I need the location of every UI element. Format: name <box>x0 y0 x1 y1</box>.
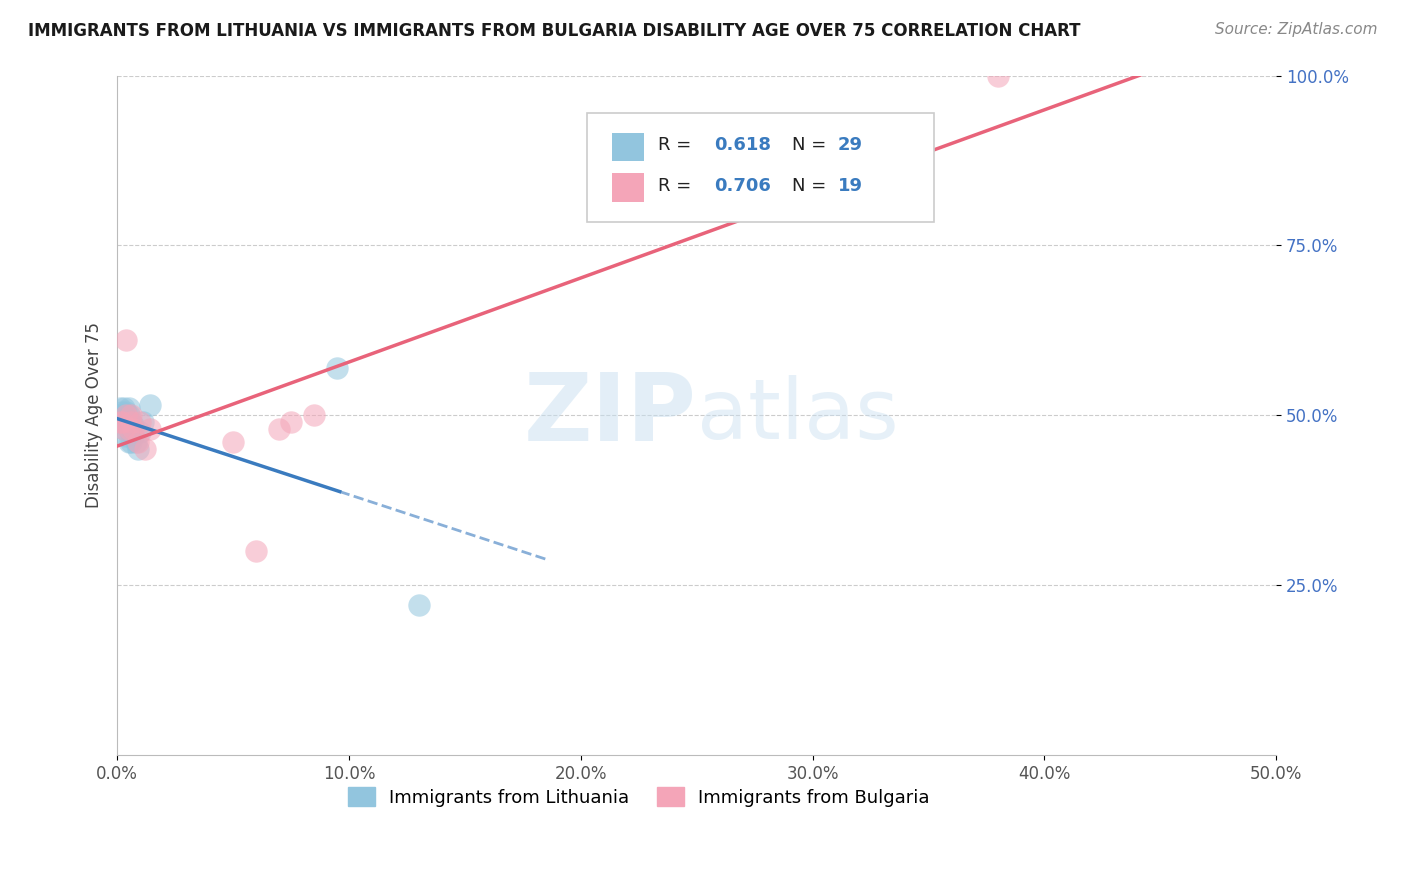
Point <box>120 408 142 422</box>
FancyBboxPatch shape <box>612 173 644 202</box>
Point <box>120 425 142 440</box>
Point <box>120 415 142 429</box>
Point <box>112 401 135 416</box>
Text: N =: N = <box>792 136 832 154</box>
FancyBboxPatch shape <box>586 113 934 221</box>
Text: N =: N = <box>792 178 832 195</box>
Point <box>222 435 245 450</box>
Point <box>118 408 141 422</box>
Text: 0.618: 0.618 <box>714 136 770 154</box>
Point <box>122 422 145 436</box>
Point <box>108 415 131 429</box>
Point <box>120 435 142 450</box>
Point <box>127 442 149 457</box>
Point <box>118 415 141 429</box>
Text: R =: R = <box>658 136 697 154</box>
Text: 29: 29 <box>838 136 863 154</box>
Point <box>118 435 141 450</box>
Text: Source: ZipAtlas.com: Source: ZipAtlas.com <box>1215 22 1378 37</box>
Text: 0.706: 0.706 <box>714 178 770 195</box>
Point <box>112 422 135 436</box>
Text: IMMIGRANTS FROM LITHUANIA VS IMMIGRANTS FROM BULGARIA DISABILITY AGE OVER 75 COR: IMMIGRANTS FROM LITHUANIA VS IMMIGRANTS … <box>28 22 1081 40</box>
Point <box>326 360 349 375</box>
Point <box>111 415 134 429</box>
Point <box>115 415 138 429</box>
Point <box>408 599 430 613</box>
Point <box>269 422 291 436</box>
Y-axis label: Disability Age Over 75: Disability Age Over 75 <box>86 322 103 508</box>
Point <box>111 415 134 429</box>
Point <box>118 401 141 416</box>
Point <box>138 398 160 412</box>
Point <box>112 415 135 429</box>
Text: R =: R = <box>658 178 697 195</box>
Point <box>134 442 156 457</box>
Text: atlas: atlas <box>696 375 898 456</box>
Point <box>118 422 141 436</box>
Point <box>108 408 131 422</box>
Point <box>987 69 1010 83</box>
Point <box>129 425 152 440</box>
Point <box>131 415 153 429</box>
Point <box>108 401 131 416</box>
Point <box>138 422 160 436</box>
Point <box>111 405 134 419</box>
Point <box>115 334 138 348</box>
Legend: Immigrants from Lithuania, Immigrants from Bulgaria: Immigrants from Lithuania, Immigrants fr… <box>340 780 936 814</box>
FancyBboxPatch shape <box>612 133 644 161</box>
Text: 19: 19 <box>838 178 863 195</box>
Point <box>115 405 138 419</box>
Point <box>302 408 325 422</box>
Point <box>245 544 267 558</box>
Point <box>122 428 145 442</box>
Point <box>115 408 138 422</box>
Point <box>111 411 134 425</box>
Point <box>125 435 148 450</box>
Text: ZIP: ZIP <box>524 369 696 461</box>
Point <box>112 422 135 436</box>
Point <box>118 422 141 436</box>
Point <box>127 435 149 450</box>
Point <box>122 418 145 433</box>
Point <box>120 415 142 429</box>
Point <box>115 428 138 442</box>
Point <box>280 415 302 429</box>
Point <box>112 408 135 422</box>
Point <box>129 415 152 429</box>
